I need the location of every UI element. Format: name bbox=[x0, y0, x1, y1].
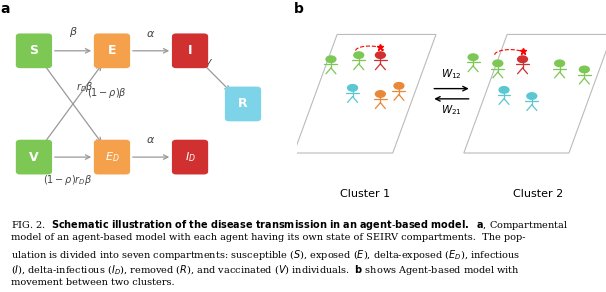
Text: model of an agent-based model with each agent having its own state of SEIRV comp: model of an agent-based model with each … bbox=[11, 233, 525, 242]
Circle shape bbox=[348, 85, 358, 91]
Text: ($I$), delta-infectious ($I_D$), removed ($R$), and vaccinated ($V$) individuals: ($I$), delta-infectious ($I_D$), removed… bbox=[11, 263, 520, 277]
Text: Cluster 2: Cluster 2 bbox=[513, 189, 563, 199]
Text: movement between two clusters.: movement between two clusters. bbox=[11, 278, 175, 287]
Polygon shape bbox=[294, 34, 436, 153]
FancyBboxPatch shape bbox=[172, 34, 208, 68]
Circle shape bbox=[518, 56, 527, 62]
Text: $W_{21}$: $W_{21}$ bbox=[441, 103, 462, 117]
Text: $r_D\beta$: $r_D\beta$ bbox=[76, 80, 93, 94]
FancyBboxPatch shape bbox=[94, 140, 130, 175]
Text: $(1-\rho)\beta$: $(1-\rho)\beta$ bbox=[87, 86, 127, 100]
Circle shape bbox=[493, 60, 503, 67]
Text: $(1-\rho)r_D\beta$: $(1-\rho)r_D\beta$ bbox=[42, 173, 92, 187]
Circle shape bbox=[376, 52, 385, 58]
Circle shape bbox=[354, 52, 364, 58]
Text: ulation is divided into seven compartments: susceptible ($S$), exposed ($E$), de: ulation is divided into seven compartmen… bbox=[11, 248, 520, 262]
Text: $\alpha$: $\alpha$ bbox=[147, 135, 156, 145]
Text: b: b bbox=[294, 2, 304, 16]
Circle shape bbox=[376, 91, 385, 97]
Circle shape bbox=[326, 56, 336, 62]
Circle shape bbox=[394, 83, 404, 89]
Circle shape bbox=[468, 54, 478, 60]
Polygon shape bbox=[464, 34, 606, 153]
Text: a: a bbox=[1, 2, 10, 16]
Circle shape bbox=[554, 60, 565, 67]
Text: $E_D$: $E_D$ bbox=[105, 150, 119, 164]
Text: S: S bbox=[30, 44, 38, 57]
Text: $\beta$: $\beta$ bbox=[68, 25, 78, 39]
Text: FIG. 2.  $\mathbf{Schematic\ illustration\ of\ the\ disease\ transmission\ in\ a: FIG. 2. $\mathbf{Schematic\ illustration… bbox=[11, 218, 568, 232]
Circle shape bbox=[527, 93, 537, 99]
Text: $W_{12}$: $W_{12}$ bbox=[441, 68, 462, 81]
Text: $I_D$: $I_D$ bbox=[185, 150, 196, 164]
Text: $\gamma$: $\gamma$ bbox=[204, 57, 213, 69]
Text: Cluster 1: Cluster 1 bbox=[340, 189, 390, 199]
Text: V: V bbox=[29, 151, 39, 164]
Text: E: E bbox=[108, 44, 116, 57]
FancyBboxPatch shape bbox=[225, 87, 261, 121]
FancyBboxPatch shape bbox=[16, 34, 52, 68]
Text: R: R bbox=[238, 98, 248, 110]
FancyBboxPatch shape bbox=[172, 140, 208, 175]
Circle shape bbox=[499, 87, 509, 93]
Text: I: I bbox=[188, 44, 192, 57]
Circle shape bbox=[579, 66, 589, 73]
Text: $\alpha$: $\alpha$ bbox=[147, 29, 156, 39]
FancyBboxPatch shape bbox=[94, 34, 130, 68]
FancyBboxPatch shape bbox=[16, 140, 52, 175]
